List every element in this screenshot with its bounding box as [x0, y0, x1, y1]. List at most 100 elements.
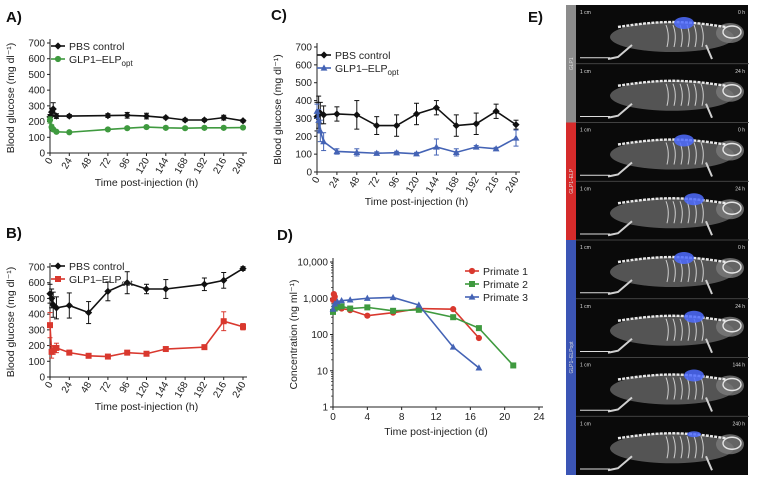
mouse-rib: [679, 436, 683, 459]
mouse-hind-leg: [607, 161, 633, 178]
y-tick-label: 400: [28, 86, 45, 97]
mouse-rib: [679, 201, 683, 224]
data-point: [142, 112, 151, 120]
x-tick-label: 48: [79, 380, 94, 396]
y-tick-label: 500: [28, 294, 45, 305]
time-label: 0 h: [738, 10, 745, 16]
data-point: [124, 125, 131, 132]
image-frame: 1 cm 0 h: [580, 10, 745, 60]
legend-label: Primate 2: [483, 279, 528, 291]
image-frame: 1 cm 24 h: [576, 180, 749, 237]
y-tick-label: 300: [28, 101, 45, 112]
x-tick-label: 48: [79, 156, 94, 172]
y-tick-label: 10,000: [297, 258, 328, 269]
mouse-rib: [672, 142, 676, 165]
data-point: [315, 116, 323, 123]
legend-marker: [468, 293, 476, 300]
x-axis-label: Time post-injection (d): [384, 426, 487, 438]
x-tick-label: 216: [211, 156, 229, 176]
y-tick-label: 10: [317, 366, 329, 377]
series-line: [332, 305, 514, 366]
mouse-rib: [665, 83, 669, 106]
data-point: [104, 126, 111, 133]
data-point: [123, 279, 131, 287]
mouse-hind-leg: [607, 102, 633, 119]
image-frame: 1 cm 144 h: [576, 357, 749, 413]
series-1: [47, 311, 246, 360]
mouse-hind-leg: [607, 220, 633, 237]
mouse-rib: [672, 259, 676, 283]
mouse-fore-leg: [705, 220, 713, 236]
y-tick-label: 1,000: [303, 294, 328, 305]
data-point: [239, 264, 247, 273]
panel-letter: A): [6, 9, 22, 26]
legend-marker: [320, 64, 328, 71]
y-tick-label: 400: [28, 310, 45, 321]
data-point: [450, 306, 457, 313]
legend-marker: [54, 262, 62, 270]
data-point: [347, 305, 354, 312]
y-tick-label: 100: [311, 330, 328, 341]
data-point: [338, 303, 345, 310]
series-1: [330, 303, 517, 369]
fluorescence-signal: [674, 17, 694, 29]
legend-label: Primate 1: [483, 266, 528, 278]
mouse-spine: [617, 197, 727, 205]
legend-label: GLP1–ELPopt: [69, 54, 133, 68]
mouse-skull: [722, 25, 742, 39]
mouse-fore-leg: [705, 338, 713, 354]
data-point: [492, 145, 500, 152]
mouse-rib: [672, 377, 676, 400]
x-tick-label: 96: [387, 175, 402, 191]
x-tick-label: 72: [98, 156, 113, 172]
y-axis-label: Concentration (ng ml⁻¹): [288, 280, 300, 390]
mouse-rib: [665, 259, 669, 283]
fluorescence-signal: [684, 369, 704, 382]
mouse-head: [716, 316, 744, 337]
mouse-rib: [679, 377, 683, 400]
data-point: [364, 312, 371, 319]
mouse-spine: [617, 138, 727, 146]
data-point: [239, 124, 247, 131]
mouse-rib: [672, 201, 676, 224]
mouse-spine: [617, 255, 727, 264]
mouse-rib: [686, 83, 690, 106]
scale-label: 1 cm: [580, 10, 591, 16]
mouse-rib: [700, 24, 704, 48]
data-point: [331, 293, 338, 300]
data-point: [162, 124, 169, 131]
mouse-skull: [722, 377, 742, 392]
image-frame: 1 cm 0 h: [576, 122, 749, 178]
y-tick-label: 400: [295, 96, 312, 107]
legend-label-main: GLP1–ELP: [69, 54, 122, 66]
data-point: [66, 129, 73, 136]
x-tick-label: 0: [330, 412, 336, 423]
y-tick-label: 1: [322, 403, 328, 414]
x-tick-label: 240: [504, 175, 522, 195]
legend-label-subscript: opt: [122, 279, 134, 288]
mouse-head: [716, 434, 744, 455]
data-point: [123, 111, 131, 119]
x-tick-label: 0: [43, 156, 56, 167]
mouse-rib: [672, 436, 676, 459]
mouse-head: [716, 199, 744, 220]
data-point: [142, 285, 151, 293]
fluorescence-signal: [687, 431, 701, 438]
scale-label: 1 cm: [580, 421, 591, 427]
mouse-spine: [617, 314, 727, 322]
data-point: [220, 276, 228, 284]
data-point: [316, 109, 324, 117]
x-tick-label: 240: [231, 156, 249, 176]
data-point: [450, 314, 457, 321]
mouse-fore-leg: [705, 455, 713, 471]
data-point: [334, 304, 341, 311]
time-label: 24 h: [735, 304, 745, 310]
image-frame: 1 cm 240 h: [576, 415, 749, 472]
mouse-spine: [617, 79, 727, 87]
series-1: [313, 103, 520, 157]
data-point: [390, 307, 397, 314]
data-point: [492, 107, 500, 115]
data-point: [316, 127, 324, 134]
